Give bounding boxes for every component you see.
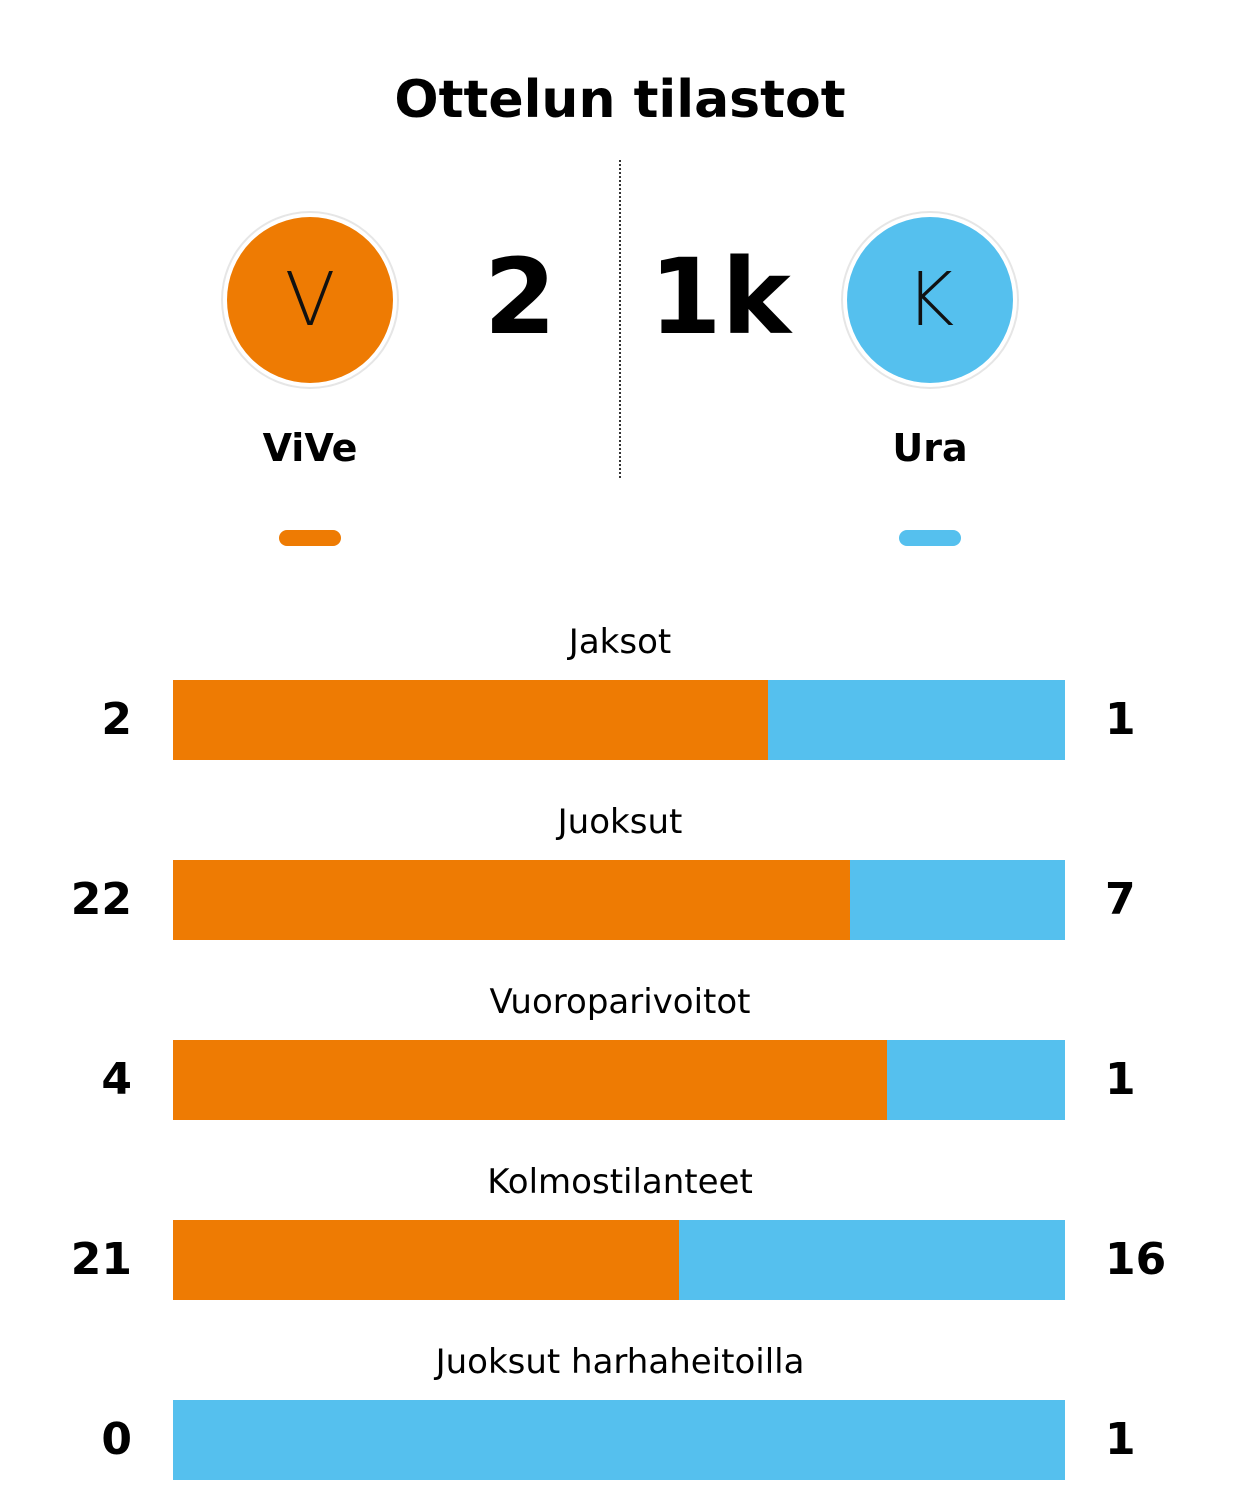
away-bar-segment xyxy=(849,860,1065,940)
stat-bar xyxy=(173,860,1065,940)
away-stat-value: 16 xyxy=(1105,1234,1167,1285)
away-stat-value: 1 xyxy=(1105,1054,1136,1105)
home-stat-value: 21 xyxy=(70,1234,132,1285)
home-color-swatch xyxy=(279,530,341,546)
page-title: Ottelun tilastot xyxy=(394,70,846,130)
stat-row: Juoksut harhaheitoilla 0 1 xyxy=(0,1340,1240,1500)
home-score: 2 xyxy=(483,236,557,358)
away-stat-value: 7 xyxy=(1105,874,1136,925)
stat-bar xyxy=(173,1040,1065,1120)
stat-row: Vuoroparivoitot 4 1 xyxy=(0,980,1240,1140)
stat-label: Juoksut harhaheitoilla xyxy=(435,1342,805,1382)
center-divider xyxy=(619,160,621,478)
away-team-logo: K xyxy=(847,217,1013,383)
away-bar-segment xyxy=(173,1400,1065,1480)
stat-label: Kolmostilanteet xyxy=(487,1162,753,1202)
stat-row: Juoksut 22 7 xyxy=(0,800,1240,960)
home-team-name: ViVe xyxy=(262,426,358,470)
away-bar-segment xyxy=(886,1040,1065,1120)
away-score: 1k xyxy=(649,236,791,358)
stat-label: Jaksot xyxy=(568,622,672,662)
home-stat-value: 0 xyxy=(101,1414,132,1465)
home-stat-value: 4 xyxy=(101,1054,132,1105)
home-team-initial: V xyxy=(284,257,336,343)
stat-bar xyxy=(173,1400,1065,1480)
home-stat-value: 22 xyxy=(70,874,132,925)
stat-bar xyxy=(173,1220,1065,1300)
home-bar-segment xyxy=(173,860,850,940)
home-bar-segment xyxy=(173,1220,680,1300)
home-team-logo: V xyxy=(227,217,393,383)
stat-label: Vuoroparivoitot xyxy=(489,982,751,1022)
stat-row: Jaksot 2 1 xyxy=(0,620,1240,780)
stat-label: Juoksut xyxy=(557,802,683,842)
stat-row: Kolmostilanteet 21 16 xyxy=(0,1160,1240,1320)
home-bar-segment xyxy=(173,1040,887,1120)
away-bar-segment xyxy=(767,680,1065,760)
away-bar-segment xyxy=(679,1220,1065,1300)
away-team-name: Ura xyxy=(892,426,968,470)
away-stat-value: 1 xyxy=(1105,1414,1136,1465)
away-team-initial: K xyxy=(905,257,955,343)
home-stat-value: 2 xyxy=(101,694,132,745)
stat-bar xyxy=(173,680,1065,760)
away-stat-value: 1 xyxy=(1105,694,1136,745)
home-bar-segment xyxy=(173,680,768,760)
away-color-swatch xyxy=(899,530,961,546)
